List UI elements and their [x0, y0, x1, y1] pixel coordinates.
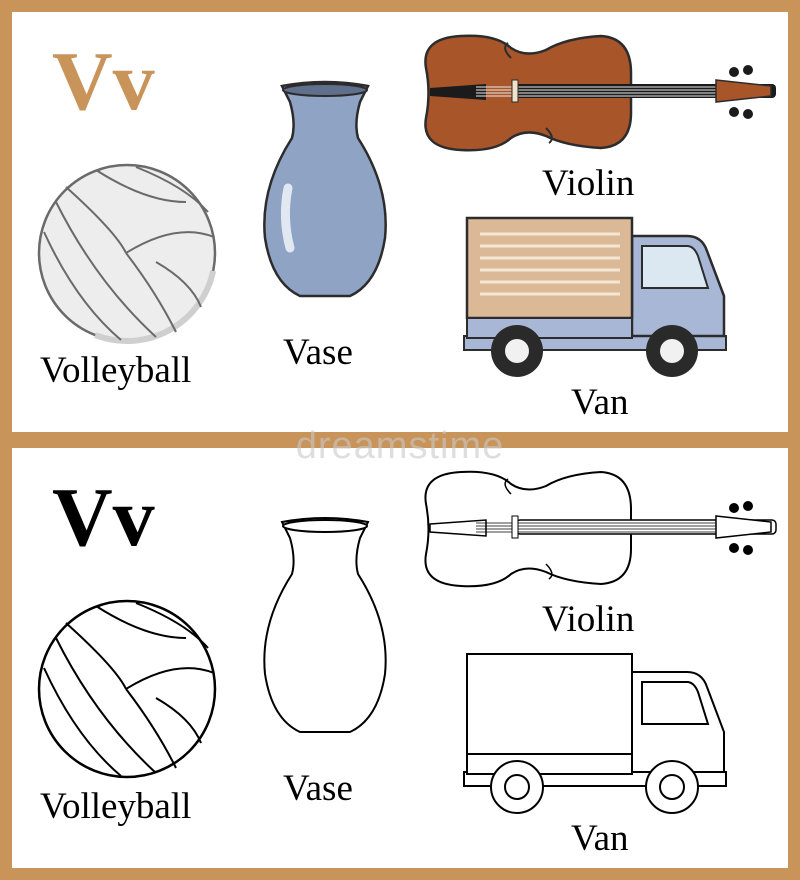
vase-label: Vase	[283, 768, 353, 809]
vase-icon	[263, 80, 387, 298]
volleyball-icon	[36, 162, 218, 344]
vase-icon	[263, 517, 387, 733]
letter-heading: Vv	[52, 471, 155, 564]
volleyball-icon	[37, 599, 217, 779]
violin-icon	[424, 34, 776, 152]
outline-panel: Vv Volleyball Vase	[12, 448, 788, 868]
volleyball-label: Volleyball	[40, 786, 192, 827]
van-label: Van	[571, 818, 629, 859]
van-icon	[463, 653, 727, 814]
colored-panel: Vv Volleyball Vase	[12, 12, 788, 432]
van-icon	[463, 216, 727, 377]
volleyball-label: Volleyball	[40, 350, 192, 391]
letter-heading: Vv	[52, 35, 155, 128]
violin-label: Violin	[542, 163, 635, 204]
violin-icon	[424, 470, 777, 588]
vase-label: Vase	[283, 332, 353, 373]
van-label: Van	[571, 382, 629, 423]
violin-label: Violin	[542, 599, 635, 640]
